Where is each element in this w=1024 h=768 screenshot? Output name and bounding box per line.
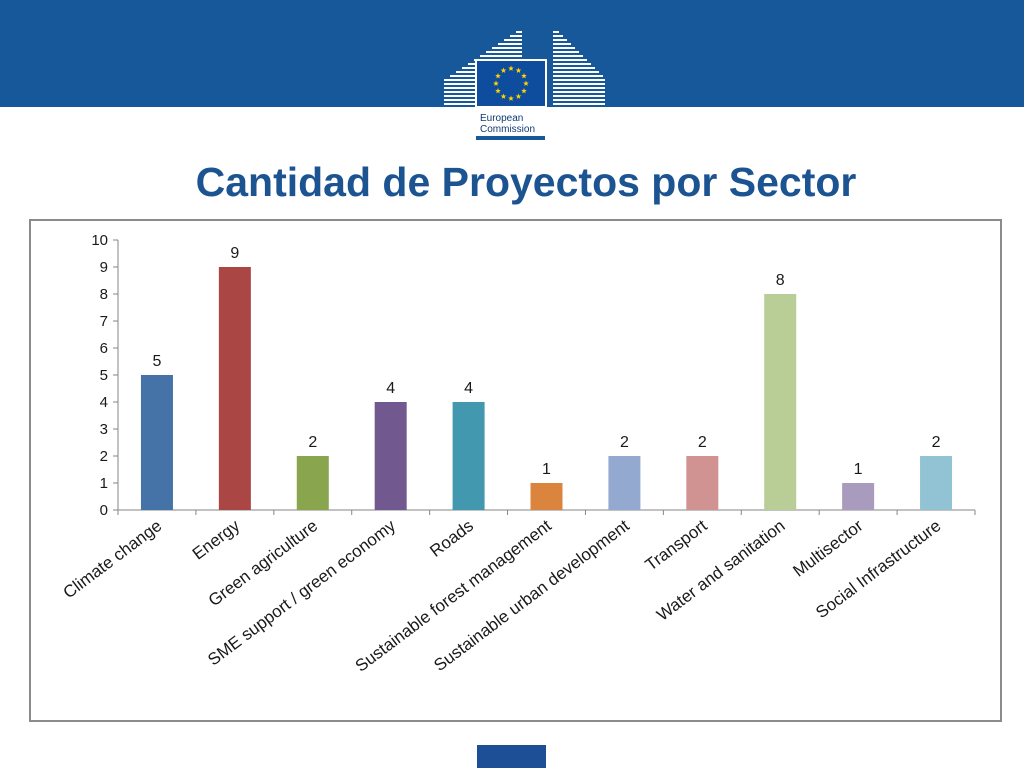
bar-sme-support-green-economy (374, 402, 407, 510)
eu-star-icon (523, 80, 529, 86)
european-commission-logo (444, 31, 605, 108)
eu-star-icon (495, 88, 501, 94)
footer-bar (477, 745, 546, 768)
eu-star-icon (495, 73, 501, 79)
category-label-social-infrastructure: Social Infrastructure (812, 516, 944, 622)
y-tick-label: 6 (100, 340, 108, 357)
y-tick-label: 4 (100, 394, 108, 411)
eu-star-icon (521, 73, 527, 79)
data-label-green-agriculture: 2 (308, 434, 317, 451)
y-tick-label: 5 (100, 367, 108, 384)
y-tick-label: 7 (100, 313, 108, 330)
category-label-roads: Roads (426, 516, 477, 561)
data-label-multisector: 1 (854, 461, 863, 478)
chart-data-labels: 5 9 2 4 4 1 2 2 8 1 2 (153, 245, 941, 478)
logo-underline (476, 136, 545, 140)
category-label-transport: Transport (642, 516, 711, 575)
data-label-water-and-sanitation: 8 (776, 272, 785, 289)
category-label-water-and-sanitation: Water and sanitation (653, 516, 788, 625)
bar-social-infrastructure (920, 456, 953, 510)
bar-multisector (842, 483, 875, 510)
data-label-sustainable-urban-development: 2 (620, 434, 629, 451)
eu-stars-icon (493, 65, 529, 101)
chart-bars (140, 267, 953, 510)
eu-star-icon (521, 88, 527, 94)
bar-green-agriculture (296, 456, 329, 510)
y-tick-label: 2 (100, 448, 108, 465)
chart-axes: 0 1 2 3 4 5 6 7 8 9 10 (91, 232, 976, 519)
y-tick-label: 0 (100, 502, 108, 519)
eu-star-icon (493, 80, 499, 86)
bar-chart: 0 1 2 3 4 5 6 7 8 9 10 5 9 2 4 4 1 2 2 8 1 2 Climate change E… (60, 232, 976, 676)
eu-star-icon (508, 95, 514, 101)
bar-sustainable-forest-management (530, 483, 563, 510)
data-label-sme-support-green-economy: 4 (386, 380, 395, 397)
eu-star-icon (500, 67, 507, 73)
logo-text-european: European (480, 113, 524, 124)
bar-water-and-sanitation (764, 294, 797, 510)
data-label-energy: 9 (230, 245, 239, 262)
logo-text-commission: Commission (480, 124, 536, 135)
bar-energy (218, 267, 251, 510)
eu-star-icon (515, 93, 522, 99)
eu-star-icon (515, 67, 522, 73)
chart-frame: 0 1 2 3 4 5 6 7 8 9 10 5 9 2 4 4 1 2 2 8 1 2 Climate change E… (29, 219, 1002, 722)
category-label-climate-change: Climate change (60, 516, 166, 602)
slide-title: Cantidad de Proyectos por Sector (195, 159, 857, 205)
y-tick-label: 3 (100, 421, 108, 438)
bar-transport (686, 456, 719, 510)
logo-building-right (553, 31, 605, 105)
data-label-roads: 4 (464, 380, 473, 397)
eu-star-icon (508, 65, 514, 71)
y-tick-label: 1 (100, 475, 108, 492)
bar-sustainable-urban-development (608, 456, 641, 510)
bar-climate-change (140, 375, 173, 510)
data-label-transport: 2 (698, 434, 707, 451)
data-label-sustainable-forest-management: 1 (542, 461, 551, 478)
y-tick-label: 8 (100, 286, 108, 303)
eu-star-icon (500, 93, 507, 99)
category-label-energy: Energy (189, 516, 244, 564)
y-tick-label: 9 (100, 259, 108, 276)
data-label-social-infrastructure: 2 (932, 434, 941, 451)
category-label-multisector: Multisector (789, 516, 866, 581)
bar-roads (452, 402, 485, 510)
data-label-climate-change: 5 (153, 353, 162, 370)
y-tick-label: 10 (91, 232, 108, 249)
